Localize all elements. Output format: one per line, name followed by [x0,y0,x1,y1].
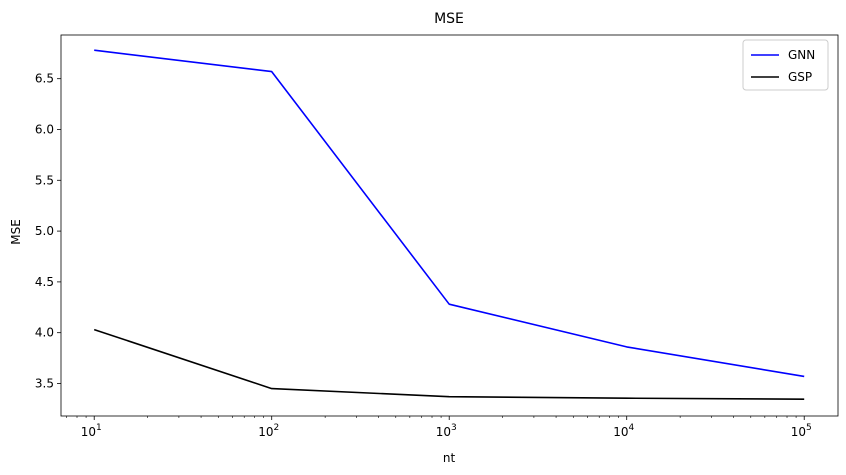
x-tick-label: 104 [613,423,634,439]
y-tick-label: 5.5 [35,173,54,187]
y-tick-label: 3.5 [35,376,54,390]
chart-title: MSE [434,11,464,27]
y-axis-label: MSE [9,219,23,245]
y-tick-label: 5.0 [35,224,54,238]
series-line-gsp [93,328,805,400]
y-tick-label: 4.0 [35,326,54,340]
x-axis-label: nt [443,451,456,465]
y-tick-label: 4.5 [35,275,54,289]
series-line-gnn [94,49,805,378]
y-tick-label: 6.5 [35,72,54,86]
legend: GNN GSP [742,39,829,91]
plot-area: 101 102 103 104 105 3.5 4.0 4.5 5.0 5.5 6.0 6.5 [35,34,839,439]
x-tick-label: 102 [258,423,279,439]
x-tick-label: 101 [81,423,102,439]
y-tick-label: 6.0 [35,122,54,136]
x-tick-label: 103 [436,423,457,439]
legend-label: GSP [788,70,812,84]
axes-frame [60,34,839,417]
legend-label: GNN [788,48,815,62]
x-tick-label: 105 [791,423,812,439]
